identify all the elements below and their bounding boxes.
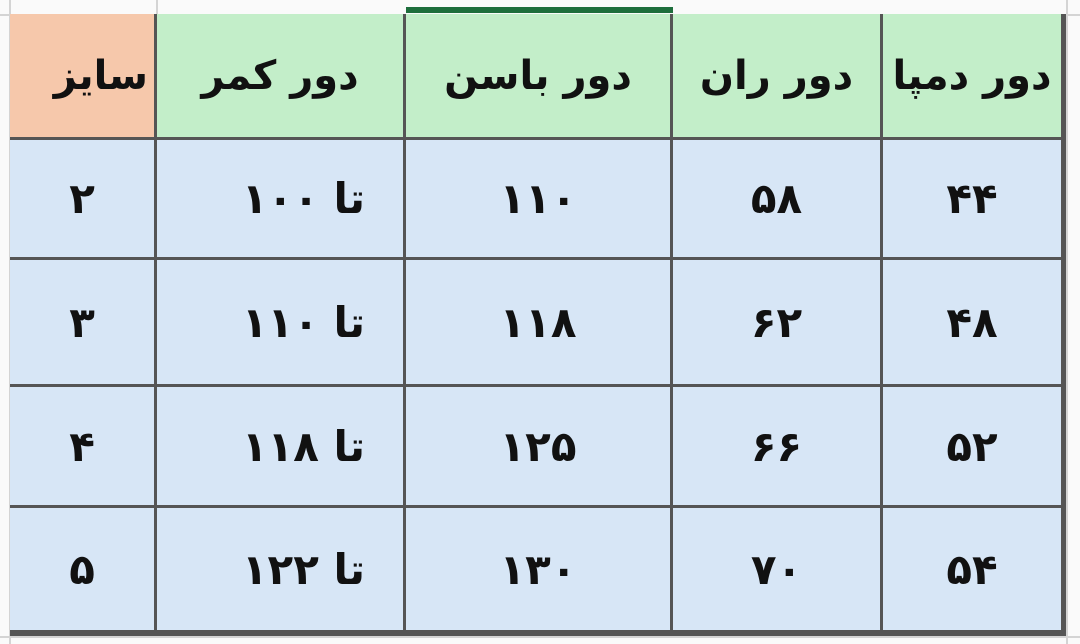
header-waist[interactable]: دور کمر	[157, 14, 406, 140]
selected-column-indicator	[406, 7, 673, 13]
header-hip[interactable]: دور باسن	[406, 14, 673, 140]
cell-thigh[interactable]: ۶۲	[673, 260, 883, 387]
gridline	[156, 0, 158, 14]
cell-text: ۱۲۵	[499, 421, 577, 471]
cell-text: دور باسن	[444, 52, 632, 99]
cell-text: ۷۰	[750, 544, 803, 594]
cell-text: تا ۱۲۲	[241, 544, 365, 594]
gridline	[1066, 0, 1068, 644]
header-size[interactable]: سایز	[10, 14, 157, 140]
cell-thigh[interactable]: ۵۸	[673, 140, 883, 260]
cell-thigh[interactable]: ۷۰	[673, 508, 883, 636]
cell-thigh[interactable]: ۶۶	[673, 387, 883, 508]
cell-hip[interactable]: ۱۲۵	[406, 387, 673, 508]
cell-size[interactable]: ۵	[10, 508, 157, 636]
cell-text: ۴۴	[946, 174, 998, 223]
header-thigh[interactable]: دور ران	[673, 14, 883, 140]
cell-hem[interactable]: ۴۴	[883, 140, 1066, 260]
cell-text: ۱۱۸	[499, 297, 577, 347]
cell-hem[interactable]: ۵۴	[883, 508, 1066, 636]
cell-text: دور دمپا	[892, 52, 1052, 99]
cell-waist[interactable]: تا ۱۲۲	[157, 508, 406, 636]
cell-hip[interactable]: ۱۳۰	[406, 508, 673, 636]
cell-text: ۵۸	[750, 174, 803, 223]
cell-text: ۵	[69, 544, 95, 594]
cell-text: دور ران	[699, 52, 854, 99]
cell-text: تا ۱۰۰	[241, 174, 365, 223]
cell-text: تا ۱۱۰	[241, 297, 365, 347]
cell-waist[interactable]: تا ۱۱۸	[157, 387, 406, 508]
cell-waist[interactable]: تا ۱۰۰	[157, 140, 406, 260]
cell-text: تا ۱۱۸	[241, 421, 365, 471]
cell-hip[interactable]: ۱۱۸	[406, 260, 673, 387]
cell-text: ۲	[69, 174, 95, 223]
cell-text: ۶۲	[750, 297, 803, 347]
cell-size[interactable]: ۴	[10, 387, 157, 508]
cell-text: دور کمر	[201, 52, 359, 99]
cell-text: ۵۴	[946, 544, 998, 594]
cell-hem[interactable]: ۵۲	[883, 387, 1066, 508]
cell-text: ۵۲	[946, 421, 998, 471]
header-hem[interactable]: دور دمپا	[883, 14, 1066, 140]
cell-waist[interactable]: تا ۱۱۰	[157, 260, 406, 387]
cell-text: ۳	[69, 297, 95, 347]
gridline	[0, 636, 1080, 638]
cell-text: ۴۸	[946, 297, 998, 347]
cell-hem[interactable]: ۴۸	[883, 260, 1066, 387]
cell-size[interactable]: ۲	[10, 140, 157, 260]
cell-hip[interactable]: ۱۱۰	[406, 140, 673, 260]
cell-size[interactable]: ۳	[10, 260, 157, 387]
cell-text: ۴	[69, 421, 95, 471]
cell-text: سایز	[53, 52, 148, 99]
cell-text: ۱۱۰	[499, 174, 577, 223]
cell-text: ۱۳۰	[499, 544, 577, 594]
cell-text: ۶۶	[750, 421, 803, 471]
